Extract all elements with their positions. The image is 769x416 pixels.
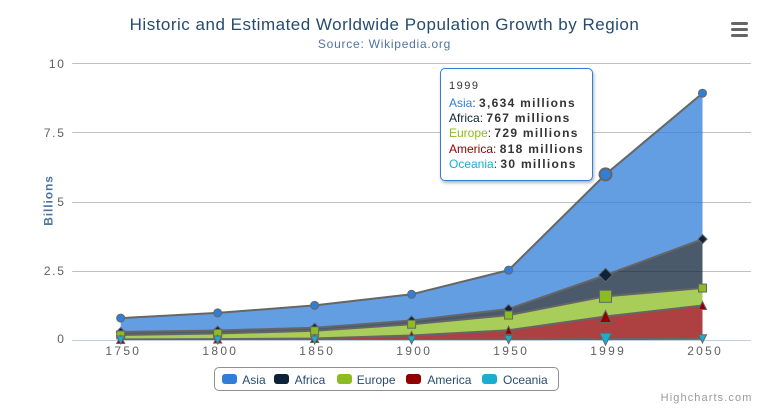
svg-text:Billions: Billions	[42, 175, 56, 226]
